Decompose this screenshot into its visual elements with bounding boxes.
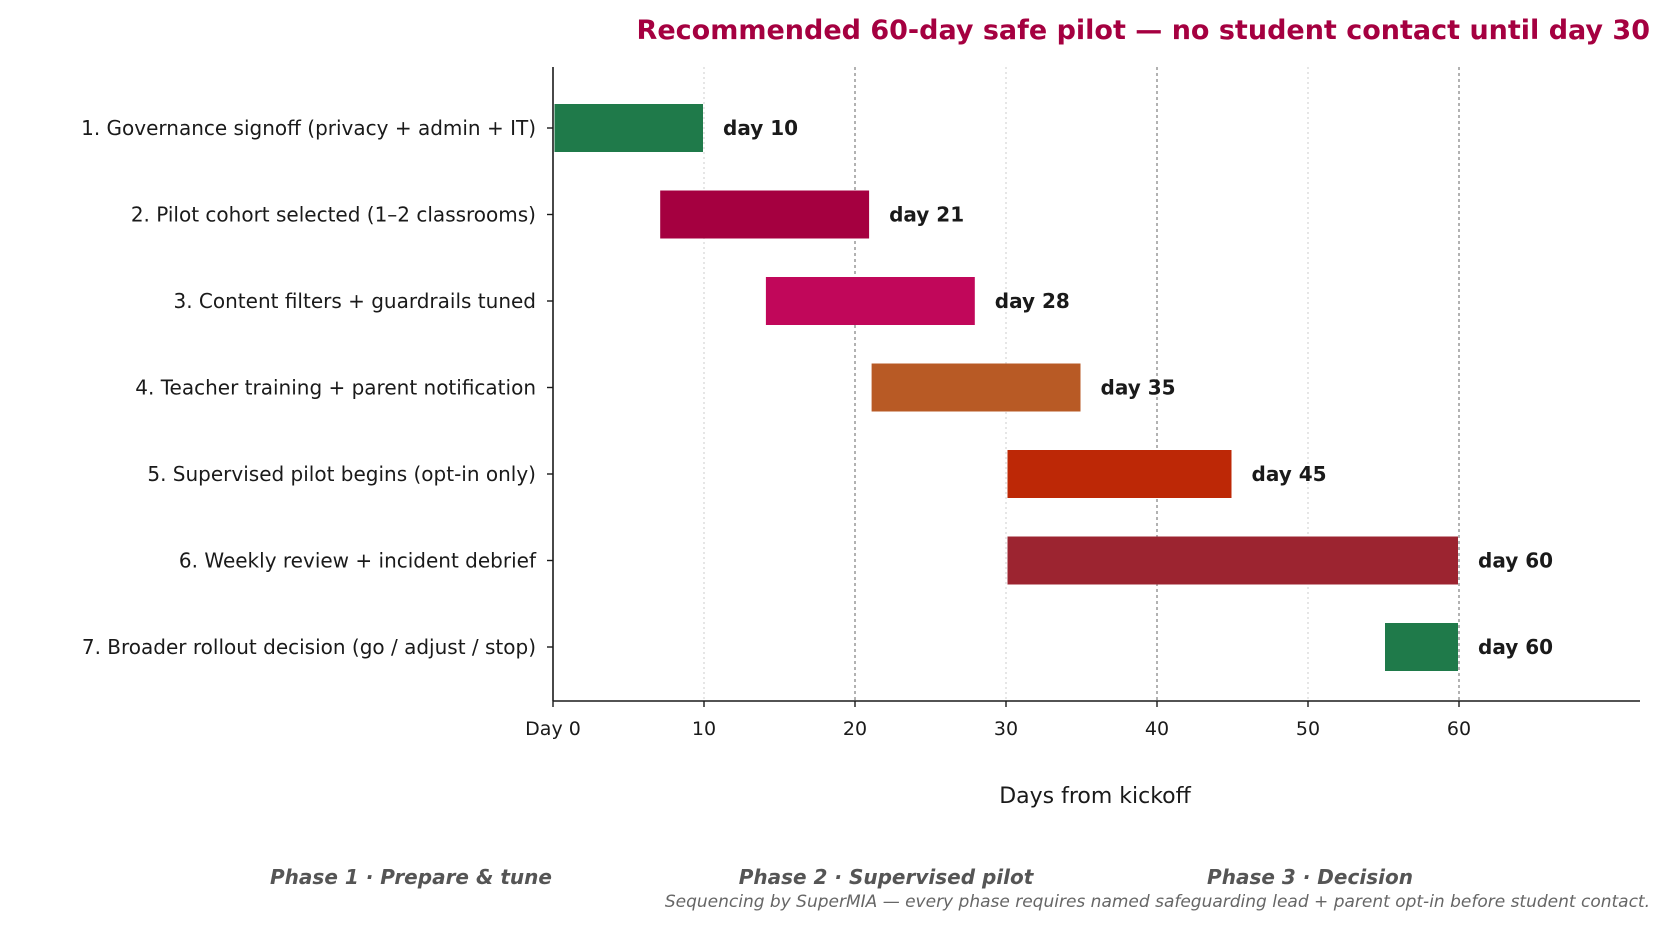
x-tick-label-40: 40: [1145, 718, 1169, 740]
task-bar-3: [765, 277, 975, 325]
task-bar-1: [554, 104, 703, 152]
task-label-3: 3. Content filters + guardrails tuned: [173, 289, 536, 313]
x-tick-label-60: 60: [1447, 718, 1471, 740]
task-bar-2: [660, 190, 870, 239]
x-axis-label: Days from kickoff: [999, 784, 1191, 809]
task-label-1: 1. Governance signoff (privacy + admin +…: [81, 116, 536, 140]
chart-title: Recommended 60-day safe pilot — no stude…: [637, 15, 1650, 46]
task-end-label-2: day 21: [889, 203, 964, 227]
task-label-5: 5. Supervised pilot begins (opt-in only): [147, 462, 536, 486]
task-bars: day 10 day 21 day 28 day 35 day 45 day 60 day …: [554, 104, 1553, 671]
x-tick-label-50: 50: [1296, 718, 1320, 740]
footnote: Sequencing by SuperMIA — every phase req…: [665, 892, 1650, 912]
phase-label-1: Phase 1 · Prepare & tune: [270, 865, 552, 889]
task-label-7: 7. Broader rollout decision (go / adjust…: [82, 635, 536, 659]
task-end-label-6: day 60: [1478, 549, 1553, 573]
grid-lines: [703, 67, 1460, 701]
task-bar-6: [1007, 536, 1458, 585]
task-end-label-7: day 60: [1478, 635, 1553, 659]
task-end-label-1: day 10: [723, 116, 798, 140]
task-end-label-5: day 45: [1252, 462, 1327, 486]
task-bar-5: [1007, 450, 1232, 498]
task-labels: 1. Governance signoff (privacy + admin +…: [81, 116, 537, 659]
task-bar-7: [1385, 623, 1458, 671]
x-tick-label-20: 20: [843, 718, 867, 740]
task-label-6: 6. Weekly review + incident debrief: [179, 549, 537, 573]
phase-label-3: Phase 3 · Decision: [1207, 865, 1413, 889]
x-tick-labels: Day 0 10 20 30 40 50 60: [525, 718, 1471, 740]
task-bar-4: [871, 363, 1081, 412]
phase-labels: Phase 1 · Prepare & tune Phase 2 · Super…: [270, 865, 1413, 889]
x-tick-label-0: Day 0: [525, 718, 581, 740]
task-end-label-3: day 28: [995, 289, 1070, 313]
task-label-4: 4. Teacher training + parent notificatio…: [135, 376, 536, 400]
task-label-2: 2. Pilot cohort selected (1–2 classrooms…: [131, 203, 536, 227]
task-end-label-4: day 35: [1101, 376, 1176, 400]
x-tick-label-30: 30: [994, 718, 1018, 740]
axes: [547, 67, 1640, 707]
phase-label-2: Phase 2 · Supervised pilot: [739, 865, 1035, 889]
x-tick-label-10: 10: [692, 718, 716, 740]
